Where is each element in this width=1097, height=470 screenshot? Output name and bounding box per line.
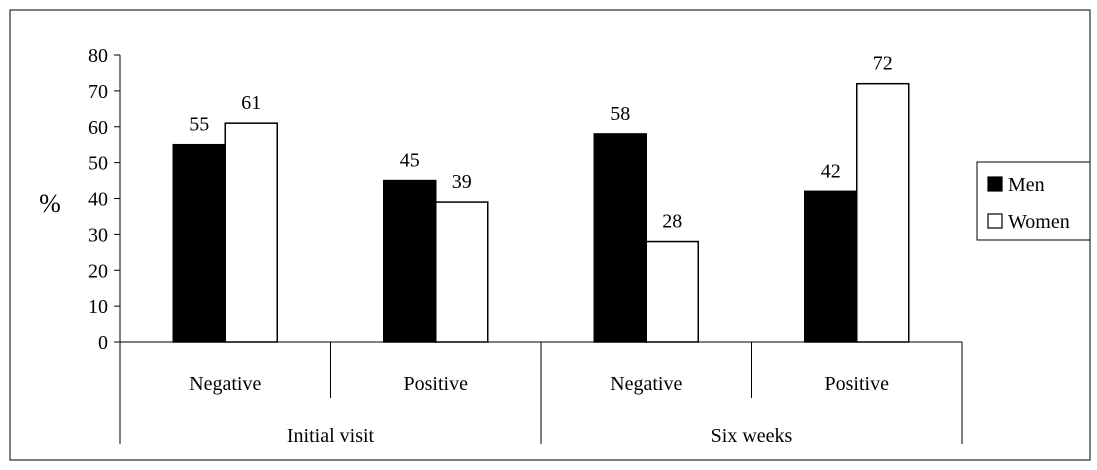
legend-label: Women bbox=[1008, 211, 1070, 233]
x-category-label: Negative bbox=[610, 373, 682, 395]
data-label: 45 bbox=[400, 150, 420, 172]
bar-men bbox=[383, 179, 437, 343]
y-tick-label: 30 bbox=[88, 224, 108, 246]
data-label: 72 bbox=[873, 53, 893, 75]
y-axis-label: % bbox=[39, 189, 61, 218]
x-category-label: Positive bbox=[825, 373, 890, 395]
legend-label: Men bbox=[1008, 174, 1045, 196]
bar-men bbox=[593, 133, 647, 343]
y-tick-label: 10 bbox=[88, 296, 108, 318]
x-category-label: Negative bbox=[189, 373, 261, 395]
y-tick-label: 60 bbox=[88, 117, 108, 139]
y-tick-label: 0 bbox=[98, 332, 108, 354]
x-category-label: Positive bbox=[404, 373, 469, 395]
bar-men bbox=[172, 143, 226, 343]
bar-women bbox=[856, 82, 910, 343]
bar-men bbox=[804, 190, 858, 343]
data-label: 39 bbox=[452, 171, 472, 193]
legend-swatch bbox=[987, 213, 1003, 229]
bar-women bbox=[224, 122, 278, 343]
x-group-label: Initial visit bbox=[287, 425, 375, 447]
legend: Men Women bbox=[976, 161, 1091, 241]
data-label: 61 bbox=[241, 92, 261, 114]
data-label: 55 bbox=[189, 114, 209, 136]
y-tick-label: 20 bbox=[88, 260, 108, 282]
bar-women bbox=[435, 201, 489, 343]
legend-swatch bbox=[987, 176, 1003, 192]
y-tick-label: 40 bbox=[88, 189, 108, 211]
y-tick-label: 50 bbox=[88, 153, 108, 175]
chart-frame bbox=[9, 9, 1091, 461]
data-label: 28 bbox=[662, 211, 682, 233]
data-label: 58 bbox=[610, 103, 630, 125]
bar-women bbox=[645, 240, 699, 343]
x-group-label: Six weeks bbox=[711, 425, 793, 447]
data-label: 42 bbox=[821, 160, 841, 182]
y-tick-label: 80 bbox=[88, 45, 108, 67]
y-tick-label: 70 bbox=[88, 81, 108, 103]
